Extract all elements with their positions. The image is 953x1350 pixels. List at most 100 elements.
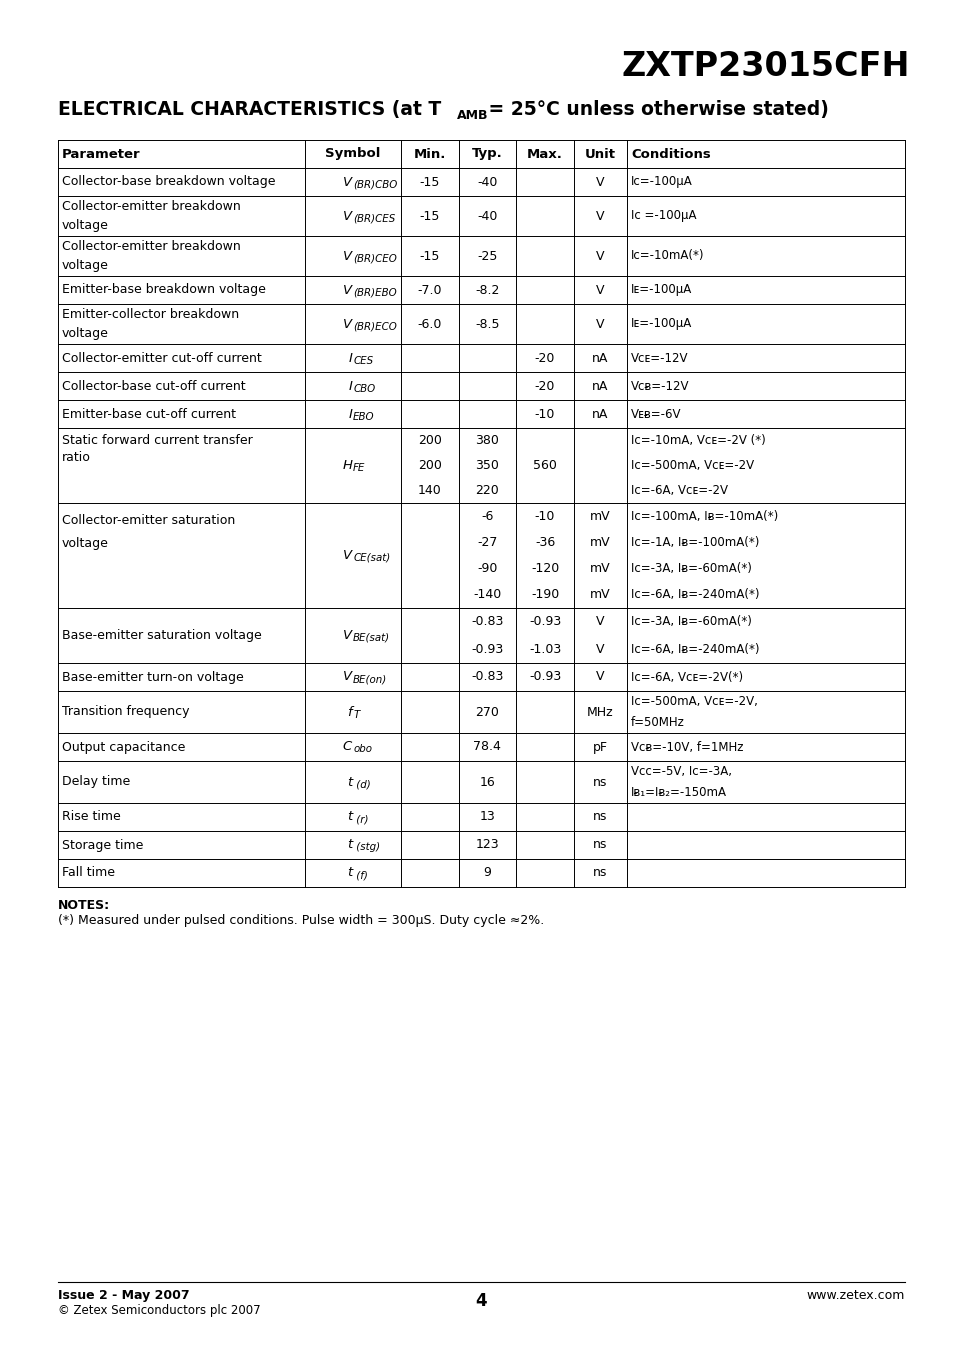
Text: -120: -120: [530, 562, 558, 575]
Text: Collector-base breakdown voltage: Collector-base breakdown voltage: [62, 176, 275, 189]
Text: ns: ns: [593, 775, 607, 788]
Text: -40: -40: [476, 176, 497, 189]
Text: (f): (f): [353, 871, 368, 880]
Text: 380: 380: [475, 433, 498, 447]
Text: Collector-emitter breakdown: Collector-emitter breakdown: [62, 239, 240, 252]
Text: I: I: [348, 379, 352, 393]
Text: V: V: [343, 671, 352, 683]
Text: -0.93: -0.93: [528, 616, 560, 628]
Text: Iᴃ₁=Iᴃ₂=-150mA: Iᴃ₁=Iᴃ₂=-150mA: [631, 786, 726, 799]
Text: V: V: [343, 549, 352, 562]
Text: Conditions: Conditions: [631, 147, 710, 161]
Text: AMB: AMB: [456, 109, 488, 122]
Text: Iᴄ=-6A, Iᴃ=-240mA(*): Iᴄ=-6A, Iᴃ=-240mA(*): [631, 589, 759, 601]
Text: mV: mV: [590, 536, 610, 549]
Text: Symbol: Symbol: [325, 147, 380, 161]
Text: V: V: [596, 643, 604, 656]
Text: (BR)CEO: (BR)CEO: [353, 254, 396, 263]
Text: Iᴄ=-6A, Iᴃ=-240mA(*): Iᴄ=-6A, Iᴃ=-240mA(*): [631, 643, 759, 656]
Text: ns: ns: [593, 867, 607, 879]
Text: -0.83: -0.83: [471, 616, 503, 628]
Text: C: C: [342, 741, 352, 753]
Text: Vᴄᴃ=-10V, f=1MHz: Vᴄᴃ=-10V, f=1MHz: [631, 741, 743, 753]
Text: voltage: voltage: [62, 328, 109, 340]
Text: V: V: [596, 671, 604, 683]
Text: H: H: [342, 459, 352, 472]
Text: V: V: [343, 250, 352, 262]
Text: -36: -36: [535, 536, 555, 549]
Text: -6: -6: [480, 510, 493, 522]
Text: -15: -15: [419, 209, 439, 223]
Text: 16: 16: [479, 775, 495, 788]
Text: V: V: [596, 250, 604, 262]
Text: Vᴄᴃ=-12V: Vᴄᴃ=-12V: [631, 379, 689, 393]
Text: Vᴇᴃ=-6V: Vᴇᴃ=-6V: [631, 408, 681, 420]
Text: nA: nA: [592, 379, 608, 393]
Text: (d): (d): [353, 779, 371, 790]
Text: V: V: [596, 616, 604, 628]
Text: -7.0: -7.0: [417, 284, 441, 297]
Text: I: I: [348, 408, 352, 420]
Text: BE(on): BE(on): [353, 675, 387, 684]
Text: -15: -15: [419, 176, 439, 189]
Text: (BR)CBO: (BR)CBO: [353, 180, 397, 189]
Text: 200: 200: [417, 433, 441, 447]
Text: V: V: [596, 176, 604, 189]
Text: 220: 220: [475, 485, 498, 497]
Text: ZXTP23015CFH: ZXTP23015CFH: [620, 50, 909, 82]
Text: Emitter-base breakdown voltage: Emitter-base breakdown voltage: [62, 284, 266, 297]
Text: Output capacitance: Output capacitance: [62, 741, 185, 753]
Text: 4: 4: [476, 1292, 487, 1310]
Text: t: t: [347, 775, 352, 788]
Text: Rise time: Rise time: [62, 810, 121, 824]
Text: Iᴄ=-100mA, Iᴃ=-10mA(*): Iᴄ=-100mA, Iᴃ=-10mA(*): [631, 510, 778, 522]
Text: mV: mV: [590, 562, 610, 575]
Text: voltage: voltage: [62, 537, 109, 551]
Text: 140: 140: [417, 485, 441, 497]
Text: 9: 9: [483, 867, 491, 879]
Text: -0.83: -0.83: [471, 671, 503, 683]
Text: -8.2: -8.2: [475, 284, 499, 297]
Text: 13: 13: [479, 810, 495, 824]
Text: -0.93: -0.93: [528, 671, 560, 683]
Text: Max.: Max.: [527, 147, 562, 161]
Text: nA: nA: [592, 408, 608, 420]
Text: CE(sat): CE(sat): [353, 554, 390, 563]
Text: t: t: [347, 810, 352, 824]
Text: -25: -25: [476, 250, 497, 262]
Text: V: V: [343, 209, 352, 223]
Text: (stg): (stg): [353, 842, 380, 852]
Text: t: t: [347, 867, 352, 879]
Text: ELECTRICAL CHARACTERISTICS (at T: ELECTRICAL CHARACTERISTICS (at T: [58, 100, 441, 119]
Text: Issue 2 - May 2007: Issue 2 - May 2007: [58, 1289, 190, 1301]
Text: (BR)ECO: (BR)ECO: [353, 321, 396, 332]
Text: mV: mV: [590, 589, 610, 601]
Text: Collector-base cut-off current: Collector-base cut-off current: [62, 379, 245, 393]
Text: pF: pF: [593, 741, 607, 753]
Text: Delay time: Delay time: [62, 775, 131, 788]
Text: Iᴇ=-100μA: Iᴇ=-100μA: [631, 284, 692, 297]
Text: V: V: [596, 317, 604, 331]
Text: -10: -10: [535, 510, 555, 522]
Text: voltage: voltage: [62, 220, 109, 232]
Text: ns: ns: [593, 810, 607, 824]
Text: -0.93: -0.93: [471, 643, 503, 656]
Text: Transition frequency: Transition frequency: [62, 706, 190, 718]
Text: -6.0: -6.0: [417, 317, 441, 331]
Text: 350: 350: [475, 459, 498, 472]
Text: (*) Measured under pulsed conditions. Pulse width = 300μS. Duty cycle ≈2%.: (*) Measured under pulsed conditions. Pu…: [58, 914, 543, 927]
Text: Iᴇ=-100μA: Iᴇ=-100μA: [631, 317, 692, 331]
Text: -27: -27: [476, 536, 497, 549]
Text: -140: -140: [473, 589, 501, 601]
Text: Iᴄ=-10mA, Vᴄᴇ=-2V (*): Iᴄ=-10mA, Vᴄᴇ=-2V (*): [631, 433, 765, 447]
Text: Iᴄ=-10mA(*): Iᴄ=-10mA(*): [631, 250, 704, 262]
Text: Vᴄᴇ=-12V: Vᴄᴇ=-12V: [631, 351, 688, 364]
Text: Iᴄ=-3A, Iᴃ=-60mA(*): Iᴄ=-3A, Iᴃ=-60mA(*): [631, 562, 751, 575]
Text: CES: CES: [353, 355, 373, 366]
Text: -20: -20: [535, 351, 555, 364]
Text: -90: -90: [476, 562, 497, 575]
Text: Min.: Min.: [414, 147, 446, 161]
Text: f=50MHz: f=50MHz: [631, 716, 684, 729]
Text: CBO: CBO: [353, 383, 375, 393]
Text: Collector-emitter saturation: Collector-emitter saturation: [62, 513, 235, 526]
